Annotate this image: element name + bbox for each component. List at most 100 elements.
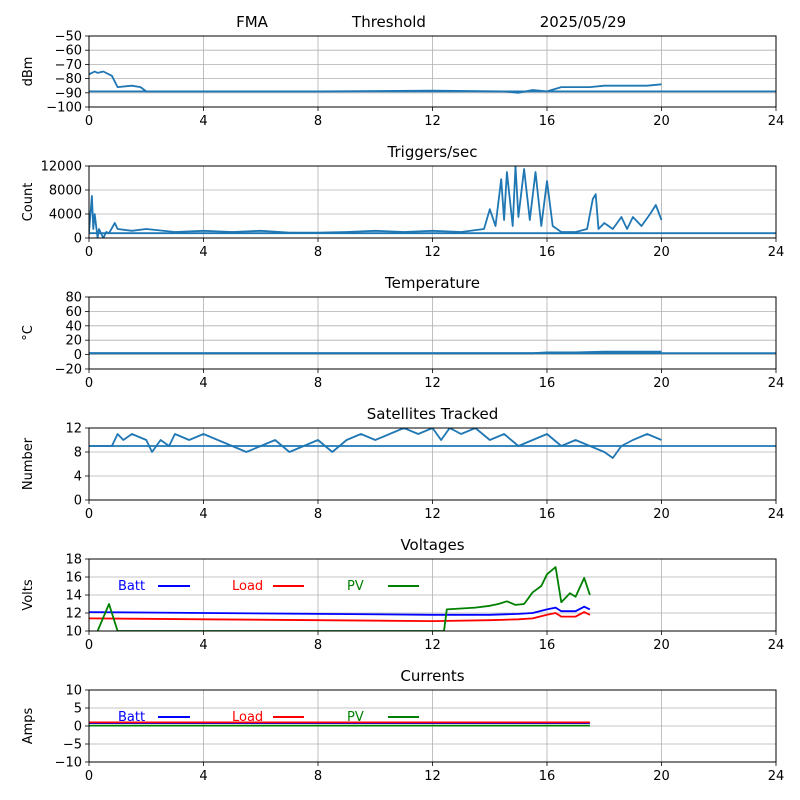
y-tick-label: 60 (65, 305, 82, 320)
x-tick-label: 20 (653, 769, 670, 784)
series-line-0 (89, 428, 662, 459)
y-axis-label: °C (21, 325, 36, 341)
y-tick-label: −5 (63, 738, 82, 753)
x-tick-label: 16 (539, 638, 556, 653)
x-tick-label: 16 (539, 507, 556, 522)
panel-title: Temperature (384, 274, 480, 292)
y-tick-label: 18 (65, 553, 82, 568)
y-tick-label: 4000 (49, 208, 82, 223)
x-tick-label: 0 (85, 507, 93, 522)
series-group (89, 350, 776, 355)
x-tick-label: 8 (314, 376, 322, 391)
y-tick-label: 12 (65, 422, 82, 437)
x-tick-label: 8 (314, 507, 322, 522)
y-tick-label: 12 (65, 607, 82, 622)
y-tick-label: 4 (74, 470, 82, 485)
series-group (89, 721, 590, 727)
panel-title: Currents (400, 667, 464, 685)
y-axis-label: Amps (21, 707, 36, 744)
x-tick-label: 12 (424, 507, 441, 522)
y-tick-label: 0 (74, 232, 82, 247)
x-tick-label: 24 (768, 376, 785, 391)
x-tick-label: 16 (539, 245, 556, 260)
x-tick-label: 24 (768, 638, 785, 653)
x-tick-label: 12 (424, 638, 441, 653)
y-tick-label: 40 (65, 319, 82, 334)
x-tick-label: 12 (424, 114, 441, 129)
series-group (89, 70, 776, 94)
x-tick-label: 4 (199, 376, 207, 391)
panel-threshold: 0 4 8 12 16 20 24 −50−60−70−80−90−100 dBm (21, 30, 784, 130)
x-tick-label: 12 (424, 245, 441, 260)
y-tick-label: 20 (65, 334, 82, 349)
legend-label: PV (347, 710, 364, 725)
x-tick-label: 20 (653, 507, 670, 522)
legend-label: PV (347, 579, 364, 594)
x-tick-label: 24 (768, 245, 785, 260)
y-tick-label: −90 (55, 86, 82, 101)
header-mode: Threshold (351, 13, 426, 31)
x-tick-label: 24 (768, 507, 785, 522)
x-tick-label: 0 (85, 114, 93, 129)
panel-triggers: 0 4 8 12 16 20 24 0 4000 8000 12000 Triggers/sec Cou… (21, 143, 784, 260)
panel-title: Satellites Tracked (367, 405, 498, 423)
y-tick-label: −10 (55, 756, 82, 771)
series-line-load (89, 611, 591, 622)
x-tick-label: 20 (653, 376, 670, 391)
x-tick-label: 0 (85, 376, 93, 391)
y-axis-label: Number (21, 437, 36, 490)
x-tick-label: 8 (314, 769, 322, 784)
header-site: FMA (236, 13, 269, 31)
x-tick-label: 4 (199, 114, 207, 129)
legend-label: Load (232, 710, 263, 725)
x-tick-label: 16 (539, 376, 556, 391)
y-tick-label: 12000 (41, 160, 82, 175)
x-tick-label: 16 (539, 114, 556, 129)
x-tick-label: 0 (85, 638, 93, 653)
legend-label: Load (232, 579, 263, 594)
series-line-0 (89, 166, 663, 238)
y-axis-label: Volts (21, 579, 36, 611)
x-tick-label: 20 (653, 245, 670, 260)
panel-title: Triggers/sec (387, 143, 478, 161)
y-tick-label: −20 (55, 363, 82, 378)
x-tick-label: 0 (85, 245, 93, 260)
y-tick-label: 8000 (49, 184, 82, 199)
legend-label: Batt (118, 579, 145, 594)
x-tick-label: 8 (314, 638, 322, 653)
header-date: 2025/05/29 (540, 13, 626, 31)
x-tick-label: 4 (199, 245, 207, 260)
x-tick-label: 8 (314, 114, 322, 129)
x-tick-label: 0 (85, 769, 93, 784)
y-tick-label: 16 (65, 571, 82, 586)
x-tick-label: 20 (653, 638, 670, 653)
y-tick-label: 10 (65, 625, 82, 640)
y-tick-label: −60 (55, 44, 82, 59)
panel-currents: 0 4 8 12 16 20 24 10 5 0 −5 −10 Currents Amps Batt Load… (21, 667, 784, 784)
y-tick-label: 10 (65, 684, 82, 699)
y-tick-label: −70 (55, 58, 82, 73)
x-tick-label: 20 (653, 114, 670, 129)
y-tick-label: 0 (74, 494, 82, 509)
x-tick-label: 4 (199, 507, 207, 522)
x-tick-label: 16 (539, 769, 556, 784)
y-tick-label: 0 (74, 348, 82, 363)
x-tick-label: 24 (768, 769, 785, 784)
x-tick-label: 12 (424, 769, 441, 784)
series-group (89, 166, 776, 238)
x-tick-label: 12 (424, 376, 441, 391)
legend-label: Batt (118, 710, 145, 725)
y-tick-label: 0 (74, 720, 82, 735)
x-tick-label: 4 (199, 638, 207, 653)
series-group (89, 428, 776, 459)
x-tick-label: 8 (314, 245, 322, 260)
y-axis-label: dBm (21, 57, 36, 87)
panel-satellites: 0 4 8 12 16 20 24 0 4 8 12 Satellites Tracked Number (21, 405, 784, 522)
series-line-pv (96, 566, 591, 631)
series-line-0 (89, 70, 662, 94)
x-tick-label: 4 (199, 769, 207, 784)
panel-voltages: 0 4 8 12 16 20 24 10 12 14 16 18 Voltages Volts Batt Lo… (21, 536, 784, 653)
